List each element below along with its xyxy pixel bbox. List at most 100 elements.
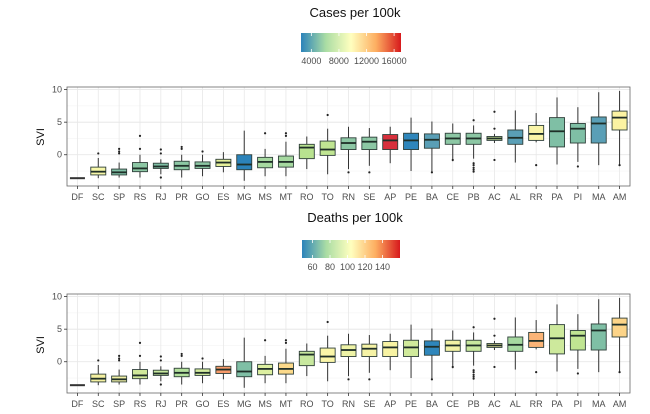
y-tick-label: 10 (52, 292, 62, 302)
x-tick-label: AC (488, 399, 501, 409)
box (132, 162, 148, 173)
outlier-point (493, 158, 496, 162)
colorbar-tick-label: 140 (375, 262, 390, 272)
x-tick-label: MT (279, 192, 292, 202)
x-tick-label: MT (279, 399, 292, 409)
box (382, 341, 399, 357)
outlier-point (493, 127, 496, 130)
box (423, 133, 440, 149)
y-axis-label: SVI (35, 336, 47, 354)
box (69, 384, 85, 387)
outlier-point (576, 165, 579, 168)
outlier-point (118, 354, 121, 357)
outlier-point (97, 152, 100, 155)
colorbar-tick-label: 12000 (354, 56, 379, 66)
x-tick-label: PE (405, 192, 417, 202)
outlier-point (138, 147, 142, 150)
outlier-point (284, 132, 288, 135)
x-tick-label: RS (134, 192, 147, 202)
x-tick-label: DF (71, 399, 83, 409)
outlier-point (472, 170, 475, 173)
x-tick-label: PA (551, 399, 562, 409)
outlier-point (493, 365, 496, 369)
outlier-point (284, 339, 288, 342)
x-tick-label: RN (342, 399, 355, 409)
box (69, 177, 85, 180)
box (298, 350, 315, 367)
box (549, 324, 565, 355)
outlier-point (472, 164, 475, 167)
x-tick-label: SC (92, 399, 105, 409)
x-tick-label: MS (258, 399, 272, 409)
outlier-point (159, 355, 162, 358)
outlier-point (576, 372, 579, 375)
box (382, 134, 399, 150)
outlier-point (159, 383, 162, 386)
x-tick-label: AL (510, 399, 521, 409)
outlier-point (118, 150, 121, 153)
box (569, 123, 586, 144)
x-tick-label: MG (237, 399, 252, 409)
outlier-point (159, 176, 162, 179)
outlier-point (201, 357, 204, 360)
x-tick-label: AC (488, 192, 501, 202)
colorbar-tick-label: 120 (357, 262, 372, 272)
outlier-point (472, 375, 475, 378)
x-tick-label: RJ (155, 399, 166, 409)
outlier-point (368, 171, 371, 174)
box (361, 136, 378, 150)
box (569, 330, 586, 351)
box (528, 124, 545, 141)
x-tick-label: AP (384, 192, 396, 202)
x-tick-label: RR (530, 192, 543, 202)
x-tick-label: ES (217, 399, 229, 409)
y-tick-label: 0 (57, 357, 62, 367)
box (319, 347, 336, 363)
x-tick-label: CE (447, 399, 460, 409)
outlier-point (472, 377, 475, 380)
outlier-point (284, 341, 288, 344)
outlier-point (472, 168, 475, 171)
y-tick-label: 0 (57, 150, 62, 160)
outlier-point (326, 113, 329, 117)
x-tick-label: AP (384, 399, 396, 409)
x-tick-label: RN (342, 192, 355, 202)
y-axis-label: SVI (35, 128, 47, 146)
y-tick-label: 5 (57, 117, 62, 127)
x-tick-label: GO (196, 192, 210, 202)
box (403, 132, 420, 150)
outlier-point (535, 371, 538, 374)
outlier-point (159, 152, 162, 155)
outlier-point (472, 166, 475, 169)
outlier-point (472, 162, 475, 165)
y-tick-label: 5 (57, 324, 62, 334)
x-tick-label: RO (300, 192, 314, 202)
colorbar (301, 33, 401, 52)
box (298, 143, 315, 160)
outlier-point (263, 132, 267, 135)
x-tick-label: MS (258, 192, 272, 202)
box (611, 317, 628, 338)
colorbar-tick-label: 60 (307, 262, 317, 272)
outlier-point (284, 134, 288, 137)
x-tick-label: AL (510, 192, 521, 202)
chart-title: Cases per 100k (309, 5, 401, 20)
outlier-point (493, 334, 496, 337)
outlier-point (472, 373, 475, 376)
x-tick-label: BA (426, 399, 438, 409)
outlier-point (368, 378, 371, 381)
outlier-point (263, 339, 267, 342)
colorbar-tick-label: 8000 (329, 56, 349, 66)
outlier-point (97, 359, 100, 362)
box (403, 339, 420, 357)
outlier-point (138, 134, 142, 137)
outlier-point (180, 352, 183, 356)
outlier-point (180, 354, 183, 357)
x-tick-label: TO (321, 399, 333, 409)
box (132, 369, 148, 380)
x-tick-label: SC (92, 192, 105, 202)
box (361, 343, 378, 357)
x-tick-label: SE (363, 399, 375, 409)
box (528, 331, 545, 348)
x-tick-label: PA (551, 192, 562, 202)
